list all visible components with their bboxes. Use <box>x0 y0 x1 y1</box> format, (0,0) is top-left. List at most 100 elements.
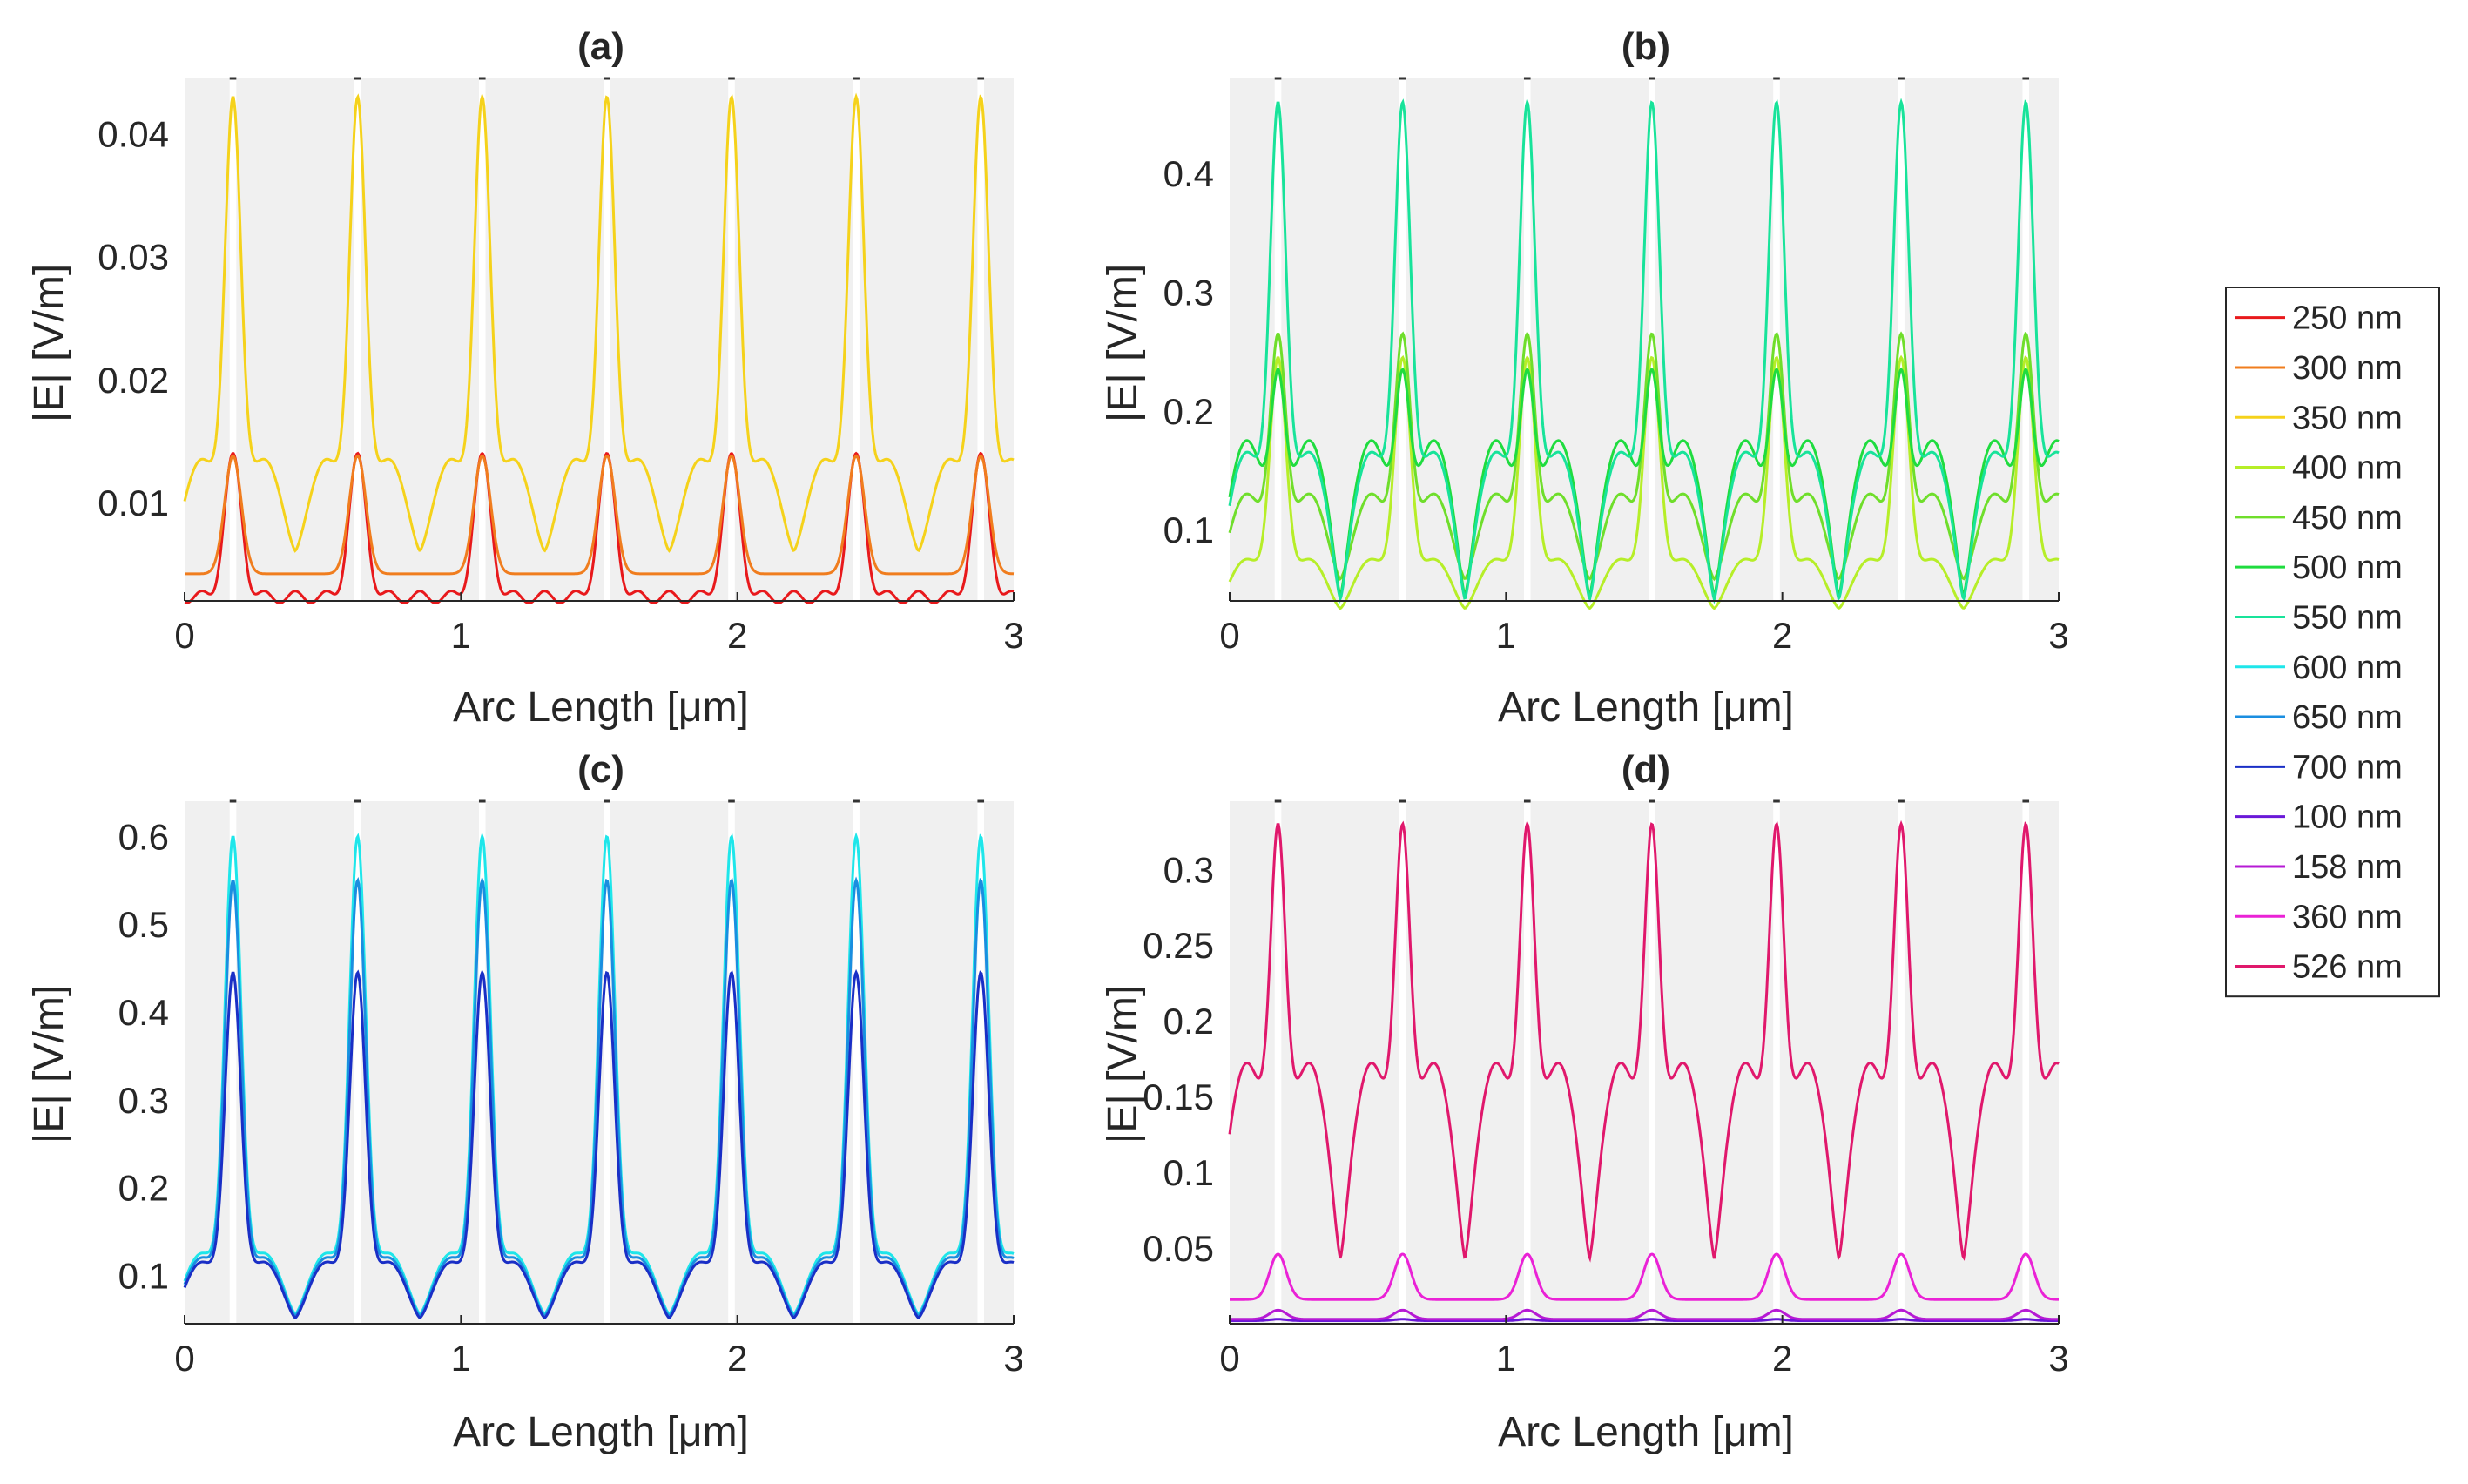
x-tick-label: 3 <box>1003 1338 1023 1379</box>
gap-band <box>977 801 985 1324</box>
background-bands <box>1230 77 2059 601</box>
y-tick-label: 0.3 <box>1163 272 1214 313</box>
x-tick-label: 0 <box>174 615 194 656</box>
series-line-400-nm <box>1228 354 2060 610</box>
series-line-650-nm <box>183 876 1015 1318</box>
gap-band <box>1773 801 1780 1324</box>
plot-area <box>1230 78 2059 601</box>
legend-label: 100 nm <box>2292 799 2403 836</box>
background-bands <box>185 77 1014 601</box>
gap-band <box>1898 78 1905 601</box>
panel-title-a: (a) <box>577 25 624 68</box>
x-tick-label: 1 <box>451 1338 471 1379</box>
y-tick-label: 0.1 <box>1163 1152 1214 1193</box>
x-tick-label: 2 <box>1772 615 1792 656</box>
legend-label: 158 nm <box>2292 849 2403 886</box>
gap-band <box>478 78 486 601</box>
gap-band <box>229 801 237 1324</box>
gap-band <box>2022 78 2030 601</box>
y-tick-label: 0.15 <box>1143 1076 1214 1117</box>
series-line-360-nm <box>1230 1252 2059 1301</box>
legend-label: 350 nm <box>2292 400 2403 436</box>
legend-label: 550 nm <box>2292 599 2403 636</box>
series-line-158-nm <box>1230 1308 2059 1321</box>
x-tick-label: 3 <box>2048 1338 2068 1379</box>
legend-label: 526 nm <box>2292 949 2403 986</box>
gap-band <box>604 78 610 601</box>
y-tick-label: 0.4 <box>118 992 169 1033</box>
legend-label: 360 nm <box>2292 899 2403 935</box>
y-tick-label: 0.3 <box>118 1080 169 1121</box>
x-tick-label: 1 <box>451 615 471 656</box>
y-tick-label: 0.4 <box>1163 153 1214 194</box>
x-tick-label: 3 <box>2048 615 2068 656</box>
gap-band <box>1274 78 1282 601</box>
y-tick-label: 0.1 <box>118 1256 169 1297</box>
y-axis-label-b: |E| [V/m] <box>1100 264 1146 422</box>
plot-area <box>1230 801 2059 1324</box>
legend-label: 500 nm <box>2292 550 2403 586</box>
gap-band <box>1898 801 1905 1324</box>
legend-label: 650 nm <box>2292 699 2403 736</box>
gap-band <box>604 801 610 1324</box>
gap-band <box>1649 801 1655 1324</box>
y-tick-label: 0.02 <box>98 360 169 401</box>
series-line-700-nm <box>183 968 1015 1320</box>
gap-band <box>229 78 237 601</box>
x-tick-label: 0 <box>174 1338 194 1379</box>
gap-band <box>977 78 985 601</box>
x-tick-label: 1 <box>1496 1338 1516 1379</box>
y-axis-label-a: |E| [V/m] <box>26 264 72 422</box>
y-tick-label: 0.6 <box>118 816 169 857</box>
gap-band <box>1399 78 1406 601</box>
panel-b: (b) Arc Length [μm] |E| [V/m] 0 1 2 3 0.1 0.2… <box>1100 25 2069 731</box>
panel-title-b: (b) <box>1622 25 1670 68</box>
y-tick-label: 0.2 <box>1163 391 1214 432</box>
panel-c: (c) Arc Length [μm] |E| [V/m] 0 1 2 3 0.1 0.2… <box>26 748 1024 1455</box>
gap-band <box>1523 801 1531 1324</box>
y-tick-label: 0.05 <box>1143 1228 1214 1269</box>
gap-band <box>354 78 361 601</box>
legend-box <box>2225 287 2440 998</box>
panel-d: (d) Arc Length [μm] |E| [V/m] 0 1 2 3 0.05 0.… <box>1100 748 2069 1455</box>
gap-band <box>354 801 361 1324</box>
gap-band <box>853 801 860 1324</box>
legend-label: 400 nm <box>2292 450 2403 487</box>
y-tick-label: 0.01 <box>98 482 169 523</box>
series-line-300-nm <box>185 454 1015 576</box>
legend-label: 300 nm <box>2292 350 2403 387</box>
gap-band <box>478 801 486 1324</box>
legend-label: 450 nm <box>2292 500 2403 536</box>
x-tick-label: 1 <box>1496 615 1516 656</box>
gap-band <box>1649 78 1655 601</box>
x-axis-label-a: Arc Length [μm] <box>453 685 749 731</box>
gap-band <box>728 78 735 601</box>
y-tick-label: 0.03 <box>98 237 169 278</box>
x-tick-label: 0 <box>1219 1338 1239 1379</box>
y-tick-label: 0.5 <box>118 904 169 945</box>
panel-title-c: (c) <box>577 748 624 791</box>
gap-band <box>1773 78 1780 601</box>
panel-a: (a) Arc Length [μm] |E| [V/m] 0 1 2 3 0.01 0.… <box>26 25 1024 731</box>
gap-band <box>1523 78 1531 601</box>
gap-band <box>728 801 735 1324</box>
y-tick-label: 0.2 <box>1163 1001 1214 1042</box>
y-tick-label: 0.2 <box>118 1168 169 1209</box>
series-line-550-nm <box>1228 98 2060 604</box>
series-line-526-nm <box>1228 820 2060 1263</box>
x-axis-label-c: Arc Length [μm] <box>453 1409 749 1455</box>
x-tick-label: 2 <box>727 615 747 656</box>
gap-band <box>853 78 860 601</box>
gap-band <box>1399 801 1406 1324</box>
legend-label: 600 nm <box>2292 650 2403 686</box>
legend: 250 nm 300 nm 350 nm 400 nm 450 nm 500 nm 550 … <box>2225 287 2440 998</box>
panel-title-d: (d) <box>1622 748 1670 791</box>
x-axis-label-d: Arc Length [μm] <box>1498 1409 1794 1455</box>
plot-area <box>185 78 1014 601</box>
y-tick-label: 0.3 <box>1163 849 1214 890</box>
series-line-100-nm <box>1230 1318 2059 1322</box>
x-tick-label: 3 <box>1003 615 1023 656</box>
legend-label: 250 nm <box>2292 300 2403 337</box>
x-tick-label: 0 <box>1219 615 1239 656</box>
